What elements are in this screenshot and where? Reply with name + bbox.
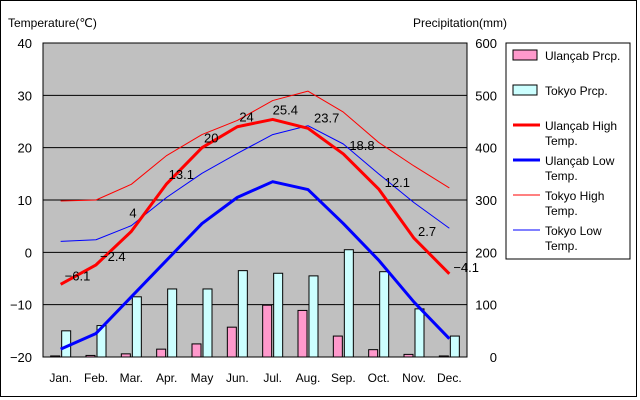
right-tick-label: 100 <box>475 298 497 313</box>
bar-ulancab-prcp <box>262 304 273 358</box>
right-tick-label: 0 <box>490 350 497 365</box>
right-tick-label: 300 <box>475 193 497 208</box>
grid-lines <box>43 94 467 306</box>
data-labels: −6.1 −2.4 4 13.1 20 24 25.4 23.7 18.8 12.1 2.7 −4.1 <box>65 102 479 283</box>
temperature-lines <box>59 90 451 351</box>
data-label: 23.7 <box>314 110 339 125</box>
legend-entry: Tokyo Prcp. <box>545 84 608 98</box>
bar-ulancab-prcp <box>120 353 131 358</box>
month-label: Jan. <box>49 371 72 385</box>
legend-entry: Tokyo High Temp. <box>545 189 604 218</box>
legend-swatch <box>512 49 538 61</box>
bar-ulancab-prcp <box>156 348 167 358</box>
bar-ulancab-prcp <box>332 335 343 358</box>
data-label: −4.1 <box>453 260 479 275</box>
month-label: May <box>191 371 214 385</box>
left-tick-label: 0 <box>25 245 32 260</box>
bar-tokyo-prcp <box>308 275 319 358</box>
data-label: 12.1 <box>385 175 410 190</box>
left-axis-title: Temperature(℃) <box>8 16 97 30</box>
left-tick-label: 10 <box>18 193 32 208</box>
month-label: Oct. <box>368 371 390 385</box>
bar-tokyo-prcp <box>202 288 213 358</box>
bar-tokyo-prcp <box>379 271 390 358</box>
bar-tokyo-prcp <box>343 249 354 358</box>
left-tick-label: 40 <box>18 36 32 51</box>
legend-entry: Ulançab Low Temp. <box>545 154 615 183</box>
line-tokyo-high <box>60 90 450 202</box>
data-label: 25.4 <box>273 102 298 117</box>
bar-tokyo-prcp <box>449 335 460 358</box>
bar-ulancab-prcp <box>226 326 237 358</box>
data-label: 13.1 <box>169 167 194 182</box>
left-tick-label: −20 <box>10 350 32 365</box>
left-tick-label: 20 <box>18 141 32 156</box>
data-label: −2.4 <box>100 249 126 264</box>
legend: Ulançab Prcp. Tokyo Prcp. Ulançab High Temp… <box>505 42 631 260</box>
line-ulancab-low <box>60 180 451 351</box>
right-tick-label: 200 <box>475 245 497 260</box>
right-tick-label: 600 <box>475 36 497 51</box>
month-label: Feb. <box>84 371 108 385</box>
month-label: Nov. <box>402 371 426 385</box>
month-label: Sep. <box>331 371 356 385</box>
legend-entry: Ulançab High Temp. <box>545 119 617 148</box>
precipitation-bars <box>50 249 460 358</box>
month-label: Jun. <box>226 371 249 385</box>
line-ulancab-high <box>59 117 451 286</box>
right-axis-title: Precipitation(mm) <box>413 16 507 30</box>
data-label: 2.7 <box>418 224 436 239</box>
left-tick-label: −10 <box>10 298 32 313</box>
month-label: Mar. <box>120 371 143 385</box>
bar-ulancab-prcp <box>403 353 414 358</box>
data-label: 18.8 <box>349 138 374 153</box>
line-tokyo-low <box>60 125 450 242</box>
bar-ulancab-prcp <box>85 354 96 358</box>
bar-tokyo-prcp <box>167 288 178 358</box>
legend-entry: Ulançab Prcp. <box>545 49 620 63</box>
legend-swatch <box>512 84 538 96</box>
right-tick-label: 500 <box>475 88 497 103</box>
bar-tokyo-prcp <box>131 296 142 358</box>
bar-ulancab-prcp <box>297 309 308 358</box>
bar-ulancab-prcp <box>438 355 449 358</box>
right-tick-label: 400 <box>475 141 497 156</box>
legend-box <box>505 42 631 260</box>
bar-ulancab-prcp <box>50 355 61 358</box>
month-label: Apr. <box>156 371 177 385</box>
data-label: −6.1 <box>65 268 91 283</box>
left-tick-label: 30 <box>18 88 32 103</box>
bar-tokyo-prcp <box>414 308 425 358</box>
bar-tokyo-prcp <box>273 272 284 358</box>
bar-ulancab-prcp <box>191 343 202 358</box>
data-label: 24 <box>239 110 253 125</box>
legend-entry: Tokyo Low Temp. <box>545 224 602 253</box>
data-label: 4 <box>129 205 136 220</box>
bar-ulancab-prcp <box>368 349 379 358</box>
month-label: Aug. <box>296 371 321 385</box>
month-label: Dec. <box>437 371 462 385</box>
month-label: Jul. <box>263 371 282 385</box>
data-label: 20 <box>204 131 218 146</box>
bar-tokyo-prcp <box>237 270 248 358</box>
